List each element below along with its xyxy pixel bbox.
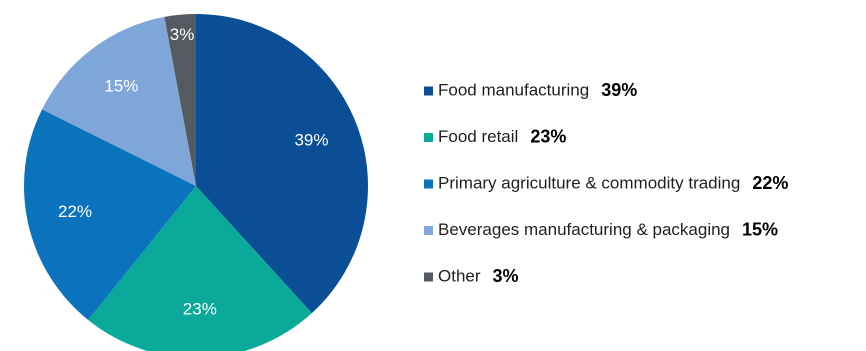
legend-swatch-food-manufacturing	[424, 86, 433, 96]
legend-value-beverages-manufacturing-and-packaging: 15%	[742, 219, 778, 239]
legend-item-other: Other 3%	[424, 266, 519, 286]
pie-slice-other	[164, 14, 196, 186]
pie-slice-primary-agriculture-and-commodity-trading	[23, 109, 196, 321]
pie-slice-label-other: 3%	[170, 25, 195, 44]
legend-label-food-retail: Food retail	[438, 127, 518, 146]
pie-slice-label-primary-agriculture-and-commodity-trading: 22%	[58, 202, 92, 221]
legend-swatch-primary-agriculture-and-commodity-trading	[424, 179, 433, 189]
pie-slice-label-food-manufacturing: 39%	[294, 131, 328, 150]
pie-slice-labels: 39% 23% 22% 15% 3%	[58, 25, 328, 318]
pie-slices	[23, 14, 368, 351]
legend-item-food-manufacturing: Food manufacturing 39%	[424, 80, 637, 100]
pie-slice-food-retail	[88, 186, 312, 351]
pie-slice-food-manufacturing	[196, 14, 368, 314]
legend: Food manufacturing 39% Food retail 23% Prima…	[424, 80, 788, 286]
legend-item-food-retail: Food retail 23%	[424, 126, 566, 146]
legend-value-other: 3%	[493, 266, 519, 286]
pie-slice-label-food-retail: 23%	[183, 299, 217, 318]
legend-label-primary-agriculture-and-commodity-trading: Primary agriculture & commodity trading	[438, 173, 740, 192]
legend-label-food-manufacturing: Food manufacturing	[438, 80, 589, 99]
legend-value-food-retail: 23%	[530, 126, 566, 146]
legend-value-food-manufacturing: 39%	[601, 80, 637, 100]
pie-slice-label-beverages-manufacturing-and-packaging: 15%	[104, 77, 138, 96]
legend-label-other: Other	[438, 266, 481, 285]
legend-swatch-beverages-manufacturing-and-packaging	[424, 226, 433, 235]
legend-item-primary-agriculture-and-commodity-trading: Primary agriculture & commodity trading 2…	[424, 173, 788, 193]
legend-label-beverages-manufacturing-and-packaging: Beverages manufacturing & packaging	[438, 220, 730, 239]
legend-item-beverages-manufacturing-and-packaging: Beverages manufacturing & packaging 15%	[424, 219, 778, 239]
legend-swatch-other	[424, 272, 433, 282]
legend-value-primary-agriculture-and-commodity-trading: 22%	[752, 173, 788, 193]
pie-slice-beverages-manufacturing-and-packaging	[42, 16, 196, 187]
legend-swatch-food-retail	[424, 133, 433, 142]
